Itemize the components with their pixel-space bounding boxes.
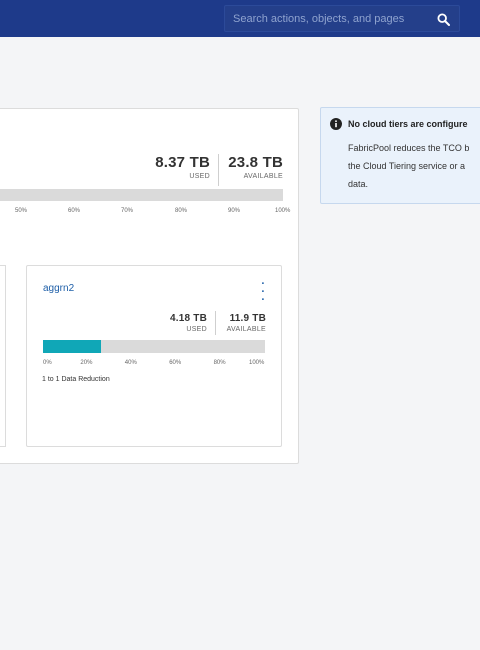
axis-tick-label: 20% bbox=[80, 360, 93, 366]
aggregate-card-partial bbox=[0, 265, 6, 447]
axis-tick-label: 60% bbox=[169, 360, 182, 366]
aggregate-name-link[interactable]: aggrn2 bbox=[43, 283, 75, 294]
axis-tick-label: 50% bbox=[15, 208, 28, 214]
notice-line: the Cloud Tiering service or a bbox=[348, 161, 466, 171]
top-navigation-bar: Search actions, objects, and pages bbox=[0, 0, 480, 37]
axis-tick-label: 70% bbox=[121, 208, 134, 214]
axis-tick-label: 40% bbox=[124, 360, 137, 366]
axis-tick-label: 100% bbox=[275, 208, 291, 214]
available-capacity-stat: 23.8 TB AVAILABLE bbox=[222, 154, 283, 180]
axis-tick-label: 80% bbox=[213, 360, 226, 366]
aggregate-used-stat: 4.18 TB USED bbox=[147, 313, 207, 333]
available-capacity-label: AVAILABLE bbox=[243, 173, 283, 180]
aggregate-stat-divider bbox=[215, 311, 216, 335]
info-icon bbox=[330, 118, 342, 130]
aggregate-available-value: 11.9 TB bbox=[229, 313, 266, 324]
notice-title: No cloud tiers are configure bbox=[348, 119, 468, 129]
used-capacity-label: USED bbox=[189, 173, 210, 180]
notice-line: FabricPool reduces the TCO b bbox=[348, 143, 470, 153]
used-capacity-stat: 8.37 TB USED bbox=[140, 154, 210, 180]
search-icon[interactable] bbox=[437, 13, 450, 26]
available-capacity-value: 23.8 TB bbox=[228, 154, 283, 171]
more-vertical-icon[interactable]: · · · bbox=[261, 278, 265, 306]
aggregate-card: aggrn2 · · · 4.18 TB USED 11.9 TB AVAILABL… bbox=[26, 265, 282, 447]
axis-tick-label: 100% bbox=[249, 360, 265, 366]
used-capacity-value: 8.37 TB bbox=[155, 154, 210, 171]
stat-divider bbox=[218, 154, 219, 186]
global-search-input[interactable]: Search actions, objects, and pages bbox=[224, 5, 460, 32]
axis-tick-label: 80% bbox=[175, 208, 188, 214]
axis-tick-label: 60% bbox=[68, 208, 81, 214]
aggregate-usage-bar bbox=[43, 340, 265, 353]
search-placeholder: Search actions, objects, and pages bbox=[233, 13, 405, 25]
cloud-tier-notice: No cloud tiers are configure FabricPool … bbox=[320, 107, 480, 204]
notice-line: data. bbox=[348, 179, 369, 189]
aggregate-used-value: 4.18 TB bbox=[170, 313, 207, 324]
aggregate-available-stat: 11.9 TB AVAILABLE bbox=[219, 313, 266, 333]
aggregate-usage-fill bbox=[43, 340, 101, 353]
aggregate-used-label: USED bbox=[186, 326, 207, 333]
data-reduction-text: 1 to 1 Data Reduction bbox=[42, 376, 110, 383]
aggregate-available-label: AVAILABLE bbox=[226, 326, 266, 333]
axis-tick-label: 0% bbox=[43, 360, 52, 366]
axis-tick-label: 90% bbox=[228, 208, 241, 214]
capacity-usage-bar bbox=[0, 189, 283, 201]
notice-body: FabricPool reduces the TCO b the Cloud T… bbox=[348, 139, 469, 193]
